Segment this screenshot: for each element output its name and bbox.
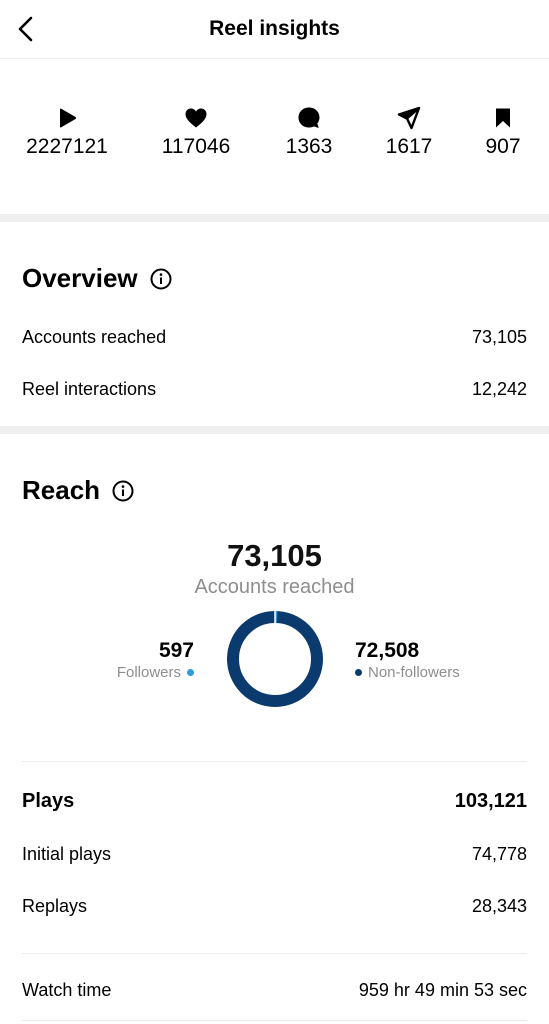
- row-value: 73,105: [471, 327, 527, 347]
- back-button[interactable]: [10, 13, 42, 45]
- stat-shares-value: 1617: [385, 135, 433, 158]
- play-icon: [17, 105, 117, 131]
- row-label: Initial plays: [22, 844, 112, 864]
- info-icon[interactable]: [112, 480, 134, 502]
- reach-heading: Reach: [22, 475, 101, 505]
- stat-plays-value: 2227121: [26, 135, 108, 158]
- stat-saves-value: 907: [485, 135, 521, 158]
- initial-plays-row[interactable]: Initial plays 74,778: [22, 844, 527, 865]
- non-followers-value: 72,508: [355, 639, 420, 662]
- bookmark-icon: [453, 105, 549, 131]
- plays-row[interactable]: Plays 103,121: [22, 790, 527, 813]
- row-value: 959 hr 49 min 53 sec: [358, 980, 527, 1000]
- reach-total-label: Accounts reached: [194, 576, 355, 598]
- followers-dot-icon: [187, 669, 194, 676]
- row-label: Reel interactions: [22, 379, 157, 399]
- followers-label: Followers: [116, 664, 181, 681]
- overview-title: Overview: [22, 263, 172, 294]
- page-title: Reel insights: [209, 17, 340, 40]
- followers-value: 597: [158, 639, 194, 662]
- row-label: Accounts reached: [22, 327, 167, 347]
- stats-row: 2227121 117046 1363 1617 907: [0, 59, 549, 214]
- reach-total-value: 73,105: [227, 538, 322, 573]
- stat-likes-value: 117046: [161, 135, 231, 158]
- row-value: 28,343: [471, 896, 527, 916]
- replays-row[interactable]: Replays 28,343: [22, 896, 527, 917]
- stat-saves: 907: [453, 105, 549, 159]
- plays-label: Plays: [22, 790, 75, 812]
- non-followers-dot-icon: [355, 669, 362, 676]
- row-value: 12,242: [471, 379, 527, 399]
- chevron-left-icon: [18, 16, 33, 42]
- section-separator: [0, 426, 549, 434]
- reach-title: Reach: [22, 475, 134, 506]
- header: Reel insights: [0, 0, 549, 59]
- overview-heading: Overview: [22, 263, 138, 293]
- row-label: Replays: [22, 896, 88, 916]
- info-icon[interactable]: [150, 268, 172, 290]
- non-followers-legend: Non-followers: [355, 664, 460, 681]
- row-label: Watch time: [22, 980, 112, 1000]
- section-separator: [0, 214, 549, 222]
- plays-value: 103,121: [454, 790, 527, 812]
- stat-shares: 1617: [359, 105, 459, 159]
- stat-comments-value: 1363: [285, 135, 333, 158]
- stat-likes: 117046: [146, 105, 246, 159]
- heart-icon: [146, 105, 246, 131]
- row-value: 74,778: [471, 844, 527, 864]
- divider: [22, 1020, 527, 1021]
- divider: [22, 953, 527, 954]
- comment-icon: [259, 105, 359, 131]
- overview-row-accounts-reached[interactable]: Accounts reached 73,105: [22, 327, 527, 348]
- stat-plays: 2227121: [17, 105, 117, 159]
- followers-legend: Followers: [117, 664, 194, 681]
- reach-donut-chart: [227, 611, 323, 707]
- non-followers-label: Non-followers: [368, 664, 460, 681]
- divider: [22, 761, 527, 762]
- overview-row-reel-interactions[interactable]: Reel interactions 12,242: [22, 379, 527, 400]
- stat-comments: 1363: [259, 105, 359, 159]
- share-icon: [359, 105, 459, 131]
- non-followers-arc: [227, 611, 323, 707]
- watch-time-row[interactable]: Watch time 959 hr 49 min 53 sec: [22, 980, 527, 1001]
